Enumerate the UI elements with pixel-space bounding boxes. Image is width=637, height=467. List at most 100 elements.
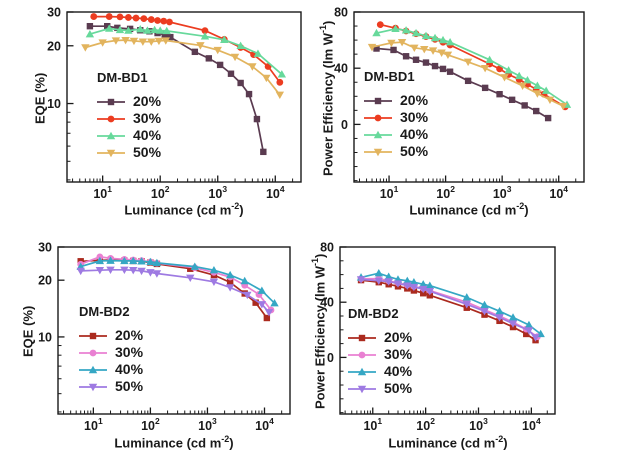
series-50pct-point [147,38,156,46]
series-40pct-point [409,277,419,286]
series-40pct-point [115,25,125,34]
series-40pct-point [257,286,267,294]
y-tick-label: 20 [47,39,61,53]
x-tick-label: 101 [380,184,399,201]
series-40pct-point [419,280,428,288]
series-50pct-point [500,74,509,82]
legend-title: DM-BD2 [348,306,399,321]
series-50pct-point [248,63,257,71]
y-tick-label: 30 [38,241,52,255]
series-50pct-point [531,334,540,342]
series-40pct-point [391,24,400,33]
y-tick-label: 40 [320,296,334,310]
series-50pct-point [545,96,555,105]
subplot-eqe-dm-bd2: 101 102 103 104 10 20 30 EQE (%) Luminance (cd… [0,233,318,467]
series-50pct-point [409,283,419,292]
series-40pct-point [136,25,145,33]
series-40pct-point [374,269,383,277]
series-40pct-point [155,26,165,34]
series-50pct-point [463,58,473,67]
series-50pct-point [120,266,129,275]
series-40pct-point [137,257,146,265]
series-50pct-point [558,102,568,111]
series-50pct-point [462,301,471,309]
series-50pct-point [264,309,274,317]
series-50pct-point [384,278,393,286]
series-20pct-point [260,148,267,156]
legend-item-40pct: 40% [364,125,428,142]
series-50pct-point [495,314,504,322]
legend-item-20pct: 20% [97,92,161,109]
series-30pct-point [201,27,209,34]
series-50pct-point [161,37,170,45]
series-20pct-point [252,299,259,306]
legend-item-30pct: 30% [97,109,161,126]
series-50pct-marker-icon [97,146,125,158]
series-40pct-point [411,28,421,37]
series-40pct-point [541,86,551,94]
series-30pct-marker-icon [97,112,125,124]
series-50pct-point [106,266,115,275]
series-40pct-point [190,262,199,270]
series-30pct-point [132,14,140,22]
series-50pct-point [243,291,252,300]
series-40pct-point [514,71,524,80]
series-40pct-point [533,81,542,89]
series-20pct-point [431,62,439,70]
y-tick-label: 10 [47,97,61,111]
series-50pct-marker-icon [348,382,376,394]
series-40pct-point [430,33,440,42]
series-40pct-point [403,276,412,285]
series-40pct-point [143,26,152,34]
series-50pct-marker-icon [79,380,107,392]
legend-item-40pct: 40% [97,126,161,143]
series-20pct-point [523,330,530,338]
series-20pct-point [508,96,516,104]
series-20pct-marker-icon [348,331,376,343]
series-50pct-point [129,37,139,46]
series-50pct-point [76,267,85,276]
series-20pct-point [439,65,447,73]
legend-item-50pct: 50% [97,143,161,160]
series-50pct-point [480,64,490,73]
legend-item-50pct: 50% [79,377,143,394]
series-50pct-point [186,274,195,282]
series-50pct-point [121,36,130,45]
series-40pct-point [146,257,155,266]
series-20pct-point [227,70,235,77]
series-40pct-point [129,256,138,265]
series-50pct-point [275,91,285,100]
eqe-dm-bd1-plot-canvas: 101 102 103 104 10 20 30 [47,6,302,201]
x-tick-label: 103 [198,416,217,433]
legend: DM-BD1 20% 30% 40% 50% [97,70,161,160]
series-20pct-point [226,279,234,286]
legend: DM-BD2 20% 30% 40% 50% [79,304,143,394]
series-50pct-point [387,39,396,48]
series-40pct-point [524,320,534,329]
series-20pct-point [533,107,540,115]
legend-title: DM-BD1 [97,70,148,85]
series-30pct-point [124,14,132,21]
x-axis-label: Luminance (cd m-2) [409,201,529,218]
series-50pct-point [213,46,222,55]
x-tick-label: 102 [151,184,170,201]
series-40pct-point [421,31,431,40]
series-30pct-point [105,13,113,20]
series-30pct-marker-icon [364,111,392,123]
series-40pct-point [508,313,518,321]
series-40pct-point [401,26,411,34]
pe-dm-bd1-plot-canvas: 101 102 103 104 0 40 80 [334,6,585,201]
series-40pct-point [162,26,171,35]
series-40pct-point [270,298,279,307]
x-axis-label: Luminance (cd m-2) [114,434,234,451]
y-axis-label: EQE (%) [32,72,48,124]
series-50pct-point [480,307,489,316]
series-40pct-marker-icon [97,129,125,141]
y-tick-label: 0 [327,351,334,365]
series-40pct-point [106,256,115,264]
series-40pct-point [240,276,249,285]
series-50pct-point [443,51,453,60]
series-40pct-point [480,300,489,309]
legend: DM-BD1 20% 30% 40% 50% [364,69,428,159]
series-40pct-point [495,306,504,315]
